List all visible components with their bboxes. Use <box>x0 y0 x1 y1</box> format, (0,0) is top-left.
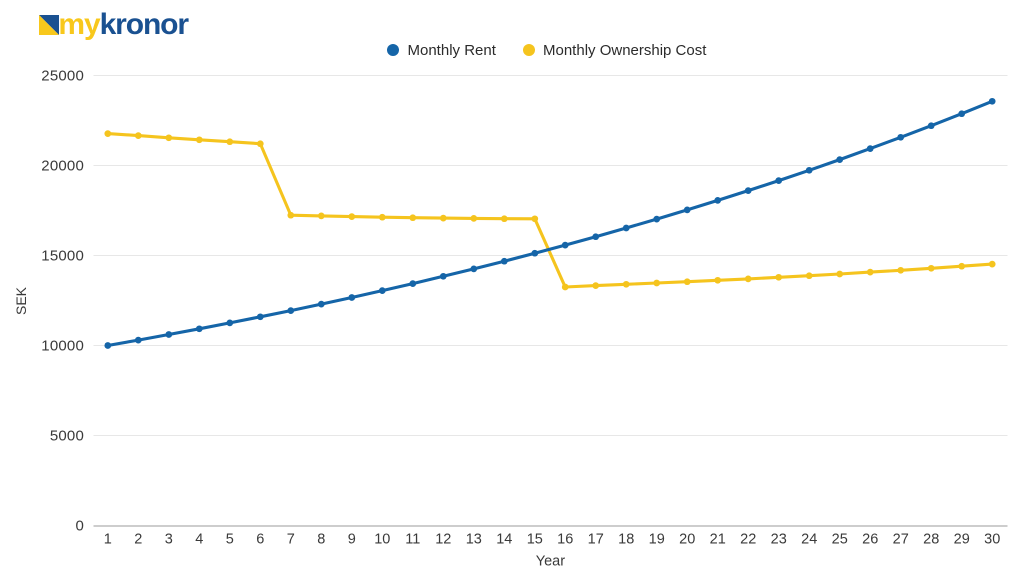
svg-text:mykronor: mykronor <box>58 8 189 41</box>
svg-text:21: 21 <box>710 532 726 548</box>
svg-text:Year: Year <box>536 554 565 570</box>
svg-text:Monthly Rent: Monthly Rent <box>408 42 497 59</box>
svg-text:5000: 5000 <box>50 428 84 445</box>
svg-text:14: 14 <box>496 532 512 548</box>
svg-text:25: 25 <box>832 532 848 548</box>
svg-text:5: 5 <box>226 532 234 548</box>
svg-text:27: 27 <box>893 532 909 548</box>
svg-text:1: 1 <box>104 532 112 548</box>
svg-text:16: 16 <box>557 532 573 548</box>
svg-text:0: 0 <box>75 518 84 535</box>
svg-text:SEK: SEK <box>13 286 29 315</box>
svg-text:13: 13 <box>466 532 482 548</box>
svg-text:23: 23 <box>771 532 787 548</box>
svg-text:15000: 15000 <box>41 248 84 265</box>
svg-text:20: 20 <box>679 532 695 548</box>
svg-text:10000: 10000 <box>41 338 84 355</box>
svg-text:22: 22 <box>740 532 756 548</box>
svg-text:18: 18 <box>618 532 634 548</box>
svg-text:11: 11 <box>405 532 420 548</box>
svg-text:25000: 25000 <box>41 68 84 85</box>
svg-text:15: 15 <box>527 532 543 548</box>
svg-text:9: 9 <box>348 532 356 548</box>
svg-text:30: 30 <box>984 532 1000 548</box>
svg-text:10: 10 <box>374 532 390 548</box>
svg-text:29: 29 <box>954 532 970 548</box>
svg-text:3: 3 <box>165 532 173 548</box>
svg-text:6: 6 <box>256 532 264 548</box>
svg-text:2: 2 <box>134 532 142 548</box>
svg-text:8: 8 <box>317 532 325 548</box>
svg-text:Monthly Ownership Cost: Monthly Ownership Cost <box>543 42 707 59</box>
svg-text:26: 26 <box>862 532 878 548</box>
svg-text:4: 4 <box>195 532 203 548</box>
svg-text:24: 24 <box>801 532 817 548</box>
svg-text:17: 17 <box>588 532 604 548</box>
svg-text:19: 19 <box>649 532 665 548</box>
svg-text:12: 12 <box>435 532 451 548</box>
svg-text:28: 28 <box>923 532 939 548</box>
svg-text:20000: 20000 <box>41 158 84 175</box>
svg-text:7: 7 <box>287 532 295 548</box>
